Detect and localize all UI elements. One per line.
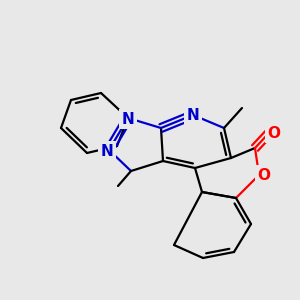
- Text: O: O: [257, 167, 271, 182]
- Text: N: N: [187, 109, 200, 124]
- Text: O: O: [268, 125, 281, 140]
- Text: N: N: [122, 112, 134, 127]
- Text: N: N: [100, 143, 113, 158]
